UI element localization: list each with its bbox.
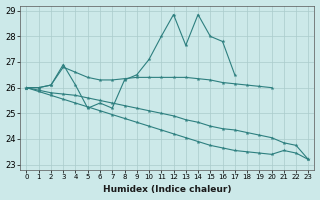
X-axis label: Humidex (Indice chaleur): Humidex (Indice chaleur) xyxy=(103,185,232,194)
